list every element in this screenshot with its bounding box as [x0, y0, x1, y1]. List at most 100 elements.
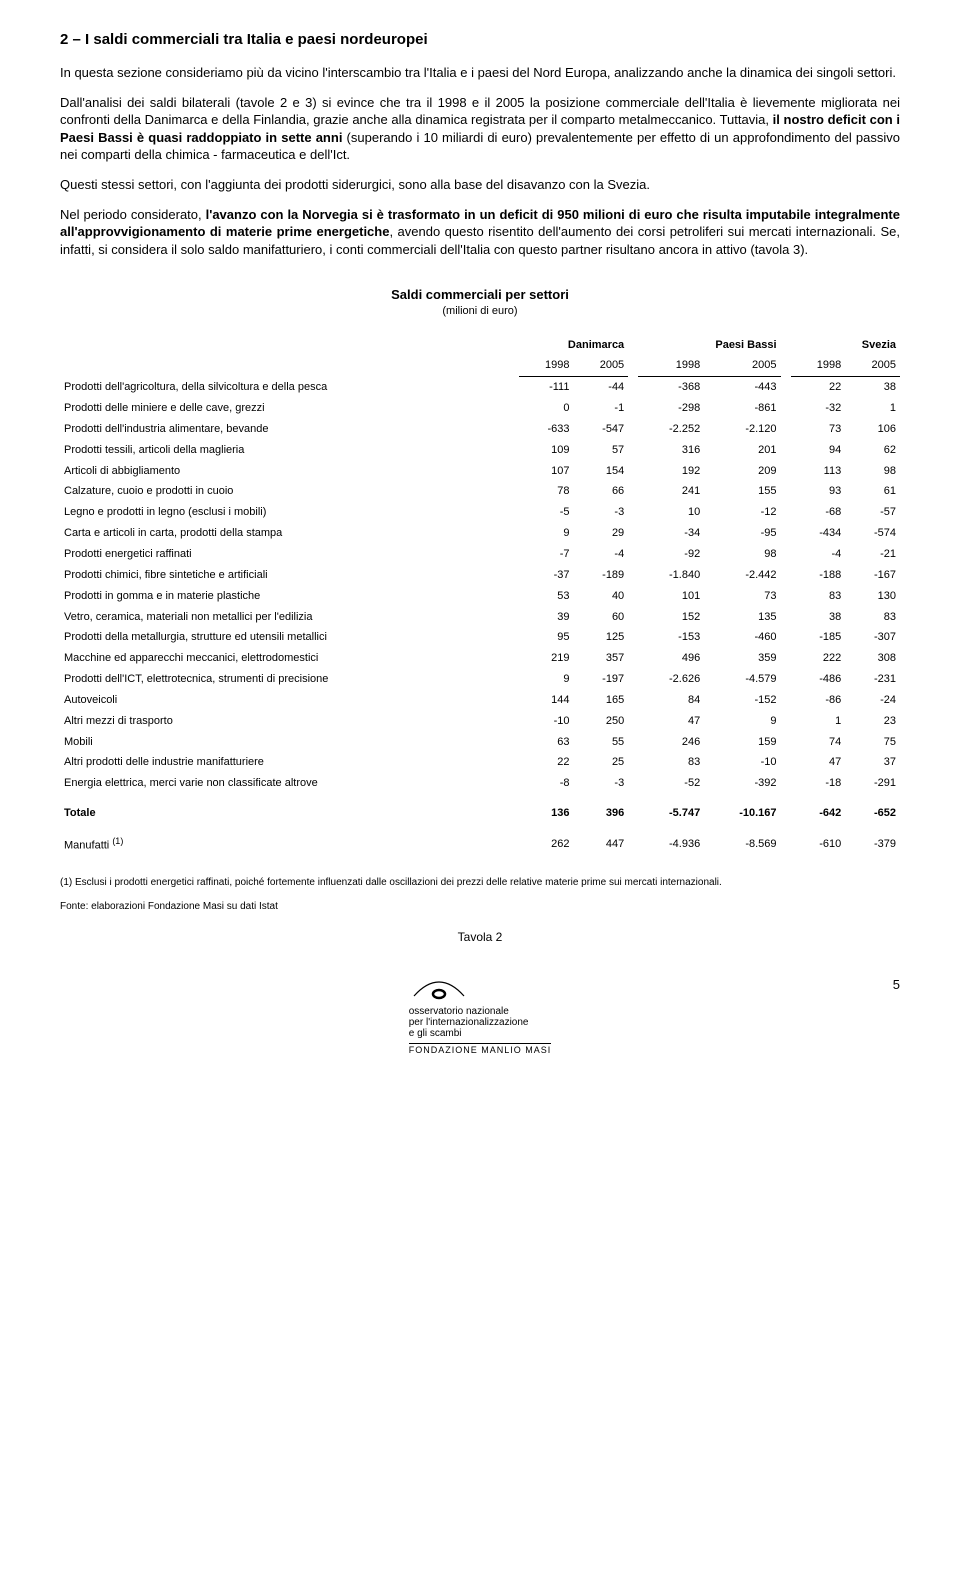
- table-row: Autoveicoli14416584-152-86-24: [60, 690, 900, 711]
- year-cell: 2005: [573, 355, 628, 376]
- table-row: Macchine ed apparecchi meccanici, elettr…: [60, 648, 900, 669]
- value-cell: 73: [704, 586, 780, 607]
- manufatti-value: 447: [573, 829, 628, 857]
- value-cell: -2.442: [704, 565, 780, 586]
- table-source: Fonte: elaborazioni Fondazione Masi su d…: [60, 900, 900, 914]
- value-cell: -443: [704, 377, 780, 398]
- value-cell: 66: [573, 481, 628, 502]
- total-value: -5.747: [638, 794, 704, 829]
- value-cell: 95: [519, 627, 574, 648]
- value-cell: 83: [845, 607, 900, 628]
- value-cell: 109: [519, 440, 574, 461]
- value-cell: 359: [704, 648, 780, 669]
- year-cell: 1998: [519, 355, 574, 376]
- value-cell: 73: [791, 419, 846, 440]
- saldi-table: Danimarca Paesi Bassi Svezia 1998 2005 1…: [60, 335, 900, 857]
- value-cell: -392: [704, 773, 780, 794]
- value-cell: -52: [638, 773, 704, 794]
- value-cell: 38: [845, 377, 900, 398]
- value-cell: -167: [845, 565, 900, 586]
- value-cell: 106: [845, 419, 900, 440]
- value-cell: 154: [573, 461, 628, 482]
- value-cell: 38: [791, 607, 846, 628]
- manufatti-value: -610: [791, 829, 846, 857]
- manufatti-value: -8.569: [704, 829, 780, 857]
- value-cell: 93: [791, 481, 846, 502]
- value-cell: -68: [791, 502, 846, 523]
- row-label: Altri mezzi di trasporto: [60, 711, 519, 732]
- value-cell: 60: [573, 607, 628, 628]
- value-cell: -197: [573, 669, 628, 690]
- value-cell: -57: [845, 502, 900, 523]
- total-value: 136: [519, 794, 574, 829]
- value-cell: 144: [519, 690, 574, 711]
- value-cell: 40: [573, 586, 628, 607]
- value-cell: -4: [573, 544, 628, 565]
- table-row: Vetro, ceramica, materiali non metallici…: [60, 607, 900, 628]
- row-label: Autoveicoli: [60, 690, 519, 711]
- value-cell: -10: [704, 752, 780, 773]
- value-cell: 63: [519, 732, 574, 753]
- value-cell: 78: [519, 481, 574, 502]
- value-cell: 250: [573, 711, 628, 732]
- value-cell: 222: [791, 648, 846, 669]
- value-cell: 22: [519, 752, 574, 773]
- row-label: Prodotti dell'ICT, elettrotecnica, strum…: [60, 669, 519, 690]
- value-cell: -12: [704, 502, 780, 523]
- total-value: -642: [791, 794, 846, 829]
- row-label: Prodotti in gomma e in materie plastiche: [60, 586, 519, 607]
- value-cell: 9: [519, 523, 574, 544]
- total-value: -10.167: [704, 794, 780, 829]
- value-cell: -2.252: [638, 419, 704, 440]
- table-row: Articoli di abbigliamento107154192209113…: [60, 461, 900, 482]
- value-cell: 29: [573, 523, 628, 544]
- table-row: Prodotti chimici, fibre sintetiche e art…: [60, 565, 900, 586]
- row-label: Carta e articoli in carta, prodotti dell…: [60, 523, 519, 544]
- value-cell: -547: [573, 419, 628, 440]
- value-cell: 155: [704, 481, 780, 502]
- value-cell: 159: [704, 732, 780, 753]
- table-row: Prodotti della metallurgia, strutture ed…: [60, 627, 900, 648]
- value-cell: -574: [845, 523, 900, 544]
- value-cell: -298: [638, 398, 704, 419]
- value-cell: -486: [791, 669, 846, 690]
- value-cell: -4.579: [704, 669, 780, 690]
- value-cell: -861: [704, 398, 780, 419]
- row-label: Macchine ed apparecchi meccanici, elettr…: [60, 648, 519, 669]
- value-cell: -18: [791, 773, 846, 794]
- value-cell: 246: [638, 732, 704, 753]
- row-label: Mobili: [60, 732, 519, 753]
- manufatti-value: -4.936: [638, 829, 704, 857]
- value-cell: 22: [791, 377, 846, 398]
- table-title: Saldi commerciali per settori: [60, 286, 900, 304]
- page-number: 5: [893, 976, 900, 994]
- value-cell: -231: [845, 669, 900, 690]
- manufatti-label: Manufatti (1): [60, 829, 519, 857]
- value-cell: -37: [519, 565, 574, 586]
- logo-line-2: per l'internazionalizzazione: [409, 1017, 552, 1028]
- row-label: Calzature, cuoio e prodotti in cuoio: [60, 481, 519, 502]
- value-cell: 84: [638, 690, 704, 711]
- value-cell: 357: [573, 648, 628, 669]
- value-cell: -633: [519, 419, 574, 440]
- value-cell: -95: [704, 523, 780, 544]
- value-cell: 9: [704, 711, 780, 732]
- total-row: Totale136396-5.747-10.167-642-652: [60, 794, 900, 829]
- value-cell: 241: [638, 481, 704, 502]
- table-row: Energia elettrica, merci varie non class…: [60, 773, 900, 794]
- row-label: Prodotti delle miniere e delle cave, gre…: [60, 398, 519, 419]
- total-label: Totale: [60, 794, 519, 829]
- country-paesibassi: Paesi Bassi: [638, 335, 780, 356]
- intro-paragraph: In questa sezione consideriamo più da vi…: [60, 64, 900, 82]
- value-cell: -368: [638, 377, 704, 398]
- table-row: Calzature, cuoio e prodotti in cuoio7866…: [60, 481, 900, 502]
- value-cell: 10: [638, 502, 704, 523]
- value-cell: -307: [845, 627, 900, 648]
- row-label: Altri prodotti delle industrie manifattu…: [60, 752, 519, 773]
- value-cell: 1: [791, 711, 846, 732]
- value-cell: 316: [638, 440, 704, 461]
- table-row: Prodotti delle miniere e delle cave, gre…: [60, 398, 900, 419]
- value-cell: 135: [704, 607, 780, 628]
- value-cell: 130: [845, 586, 900, 607]
- table-row: Prodotti dell'industria alimentare, beva…: [60, 419, 900, 440]
